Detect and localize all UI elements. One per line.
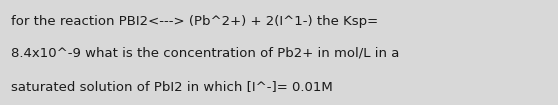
Text: saturated solution of PbI2 in which [I^-]= 0.01M: saturated solution of PbI2 in which [I^-… (11, 80, 333, 93)
Text: 8.4x10^-9 what is the concentration of Pb2+ in mol/L in a: 8.4x10^-9 what is the concentration of P… (11, 46, 400, 59)
Text: for the reaction PBI2<---> (Pb^2+) + 2(I^1-) the Ksp=: for the reaction PBI2<---> (Pb^2+) + 2(I… (11, 14, 378, 28)
